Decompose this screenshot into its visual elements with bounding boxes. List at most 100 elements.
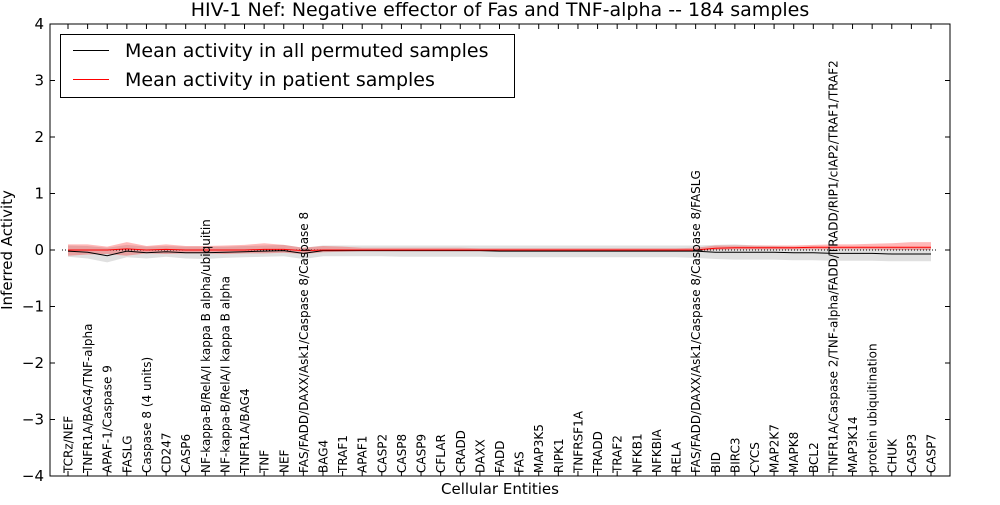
y-tick-label: 0	[34, 241, 44, 259]
x-tick-label: CHUK	[885, 438, 899, 473]
series-line-0	[67, 250, 931, 257]
data-point-series-1-28	[617, 249, 618, 250]
x-tick-label: CRADD	[454, 430, 468, 473]
data-point-series-0-43	[911, 253, 912, 254]
x-tick-label: Caspase 8 (4 units)	[140, 357, 154, 473]
legend: Mean activity in all permuted samples Me…	[60, 34, 515, 98]
data-point-series-1-34	[734, 247, 735, 248]
data-point-series-1-11	[283, 249, 284, 250]
data-point-series-0-24	[538, 251, 539, 252]
y-tick-label: −4	[22, 467, 44, 485]
data-point-series-0-28	[617, 251, 618, 252]
y-axis-ticks: −4 −3 −2 −1 0 1 2 3 4	[22, 15, 950, 485]
data-point-series-0-31	[675, 251, 676, 252]
data-point-series-1-40	[852, 247, 853, 248]
legend-item-patient: Mean activity in patient samples	[61, 68, 516, 92]
data-point-series-0-35	[754, 252, 755, 253]
data-point-series-0-6	[185, 252, 186, 253]
data-point-series-0-0	[67, 251, 68, 252]
legend-label-patient: Mean activity in patient samples	[125, 69, 435, 91]
y-tick-label: −2	[22, 354, 44, 372]
data-point-series-1-35	[754, 247, 755, 248]
x-tick-label: TNFR1A/BAG4/TNF-alpha	[81, 324, 95, 474]
data-point-series-1-20	[460, 249, 461, 250]
x-tick-label: MAPK8	[787, 432, 801, 473]
data-point-series-1-43	[911, 247, 912, 248]
x-tick-label: TNF	[258, 450, 272, 474]
x-tick-label: NFKB1	[630, 433, 644, 473]
data-point-series-0-38	[813, 252, 814, 253]
data-point-series-1-44	[930, 247, 931, 248]
y-tick-label: −3	[22, 411, 44, 429]
data-point-series-0-9	[244, 251, 245, 252]
x-tick-label: CASP6	[179, 434, 193, 473]
data-point-series-0-1	[87, 252, 88, 253]
x-tick-label: TNFRSF1A	[572, 410, 586, 474]
x-tick-label: CASP9	[415, 434, 429, 473]
data-point-series-0-8	[224, 252, 225, 253]
data-point-series-1-17	[401, 249, 402, 250]
data-point-series-1-0	[67, 249, 68, 250]
data-point-series-1-38	[813, 247, 814, 248]
data-point-series-1-25	[558, 249, 559, 250]
x-tick-label: CD247	[160, 432, 174, 473]
data-point-series-1-6	[185, 249, 186, 250]
data-point-series-1-14	[342, 249, 343, 250]
data-point-series-1-41	[872, 247, 873, 248]
data-point-series-0-40	[852, 253, 853, 254]
x-tick-label: CASP2	[375, 434, 389, 473]
data-point-series-1-10	[264, 249, 265, 250]
x-tick-label: FAS/FADD/DAXX/Ask1/Caspase 8/Caspase 8/F…	[689, 170, 703, 473]
x-tick-label: CASP3	[905, 434, 919, 473]
data-point-series-1-2	[107, 249, 108, 250]
x-tick-label: NEF	[277, 449, 291, 473]
data-point-series-1-5	[166, 249, 167, 250]
confidence-bands	[68, 242, 931, 263]
data-point-series-0-4	[146, 252, 147, 253]
y-tick-label: 3	[34, 72, 44, 90]
data-point-series-1-36	[774, 247, 775, 248]
data-point-series-0-44	[930, 253, 931, 254]
data-point-series-1-3	[126, 248, 127, 249]
data-point-series-1-19	[440, 249, 441, 250]
data-point-series-1-8	[224, 249, 225, 250]
data-point-series-1-22	[499, 249, 500, 250]
x-tick-label: TCRz/NEF	[62, 416, 76, 474]
data-point-series-0-23	[519, 251, 520, 252]
legend-swatch-red	[73, 79, 109, 80]
data-point-series-1-15	[362, 249, 363, 250]
data-point-series-1-24	[538, 249, 539, 250]
data-point-series-1-18	[420, 249, 421, 250]
data-point-series-1-26	[577, 249, 578, 250]
data-point-series-0-10	[264, 251, 265, 252]
legend-swatch-black	[73, 50, 109, 51]
data-point-series-1-9	[244, 249, 245, 250]
x-tick-label: NF-kappa-B/RelA/I kappa B alpha	[218, 276, 232, 473]
legend-item-permuted: Mean activity in all permuted samples	[61, 39, 516, 63]
x-tick-label: BAG4	[317, 440, 331, 473]
x-tick-label: DAXX	[473, 439, 487, 473]
data-point-series-0-11	[283, 250, 284, 251]
x-tick-label: FADD	[493, 441, 507, 474]
x-tick-label: TNFR1A/BAG4	[238, 388, 252, 474]
series-line-1	[68, 246, 931, 252]
y-axis-label: Inferred Activity	[0, 190, 16, 310]
x-tick-label: BIRC3	[728, 437, 742, 473]
x-tick-label: BID	[709, 452, 723, 473]
y-tick-label: 4	[34, 15, 44, 33]
data-point-series-1-21	[479, 249, 480, 250]
data-point-series-0-22	[499, 251, 500, 252]
y-tick-label: −1	[22, 298, 44, 316]
data-point-series-1-4	[146, 249, 147, 250]
x-axis-label: Cellular Entities	[441, 480, 559, 498]
data-point-series-0-26	[577, 251, 578, 252]
data-point-series-1-42	[891, 247, 892, 248]
x-tick-label: NF-kappa-B/RelA/I kappa B alpha/ubiquiti…	[199, 219, 213, 473]
x-tick-label: FAS	[513, 451, 527, 473]
data-point-series-0-34	[734, 252, 735, 253]
series-lines	[67, 246, 931, 257]
chart-title: HIV-1 Nef: Negative effector of Fas and …	[191, 0, 810, 21]
y-tick-label: 2	[34, 128, 44, 146]
